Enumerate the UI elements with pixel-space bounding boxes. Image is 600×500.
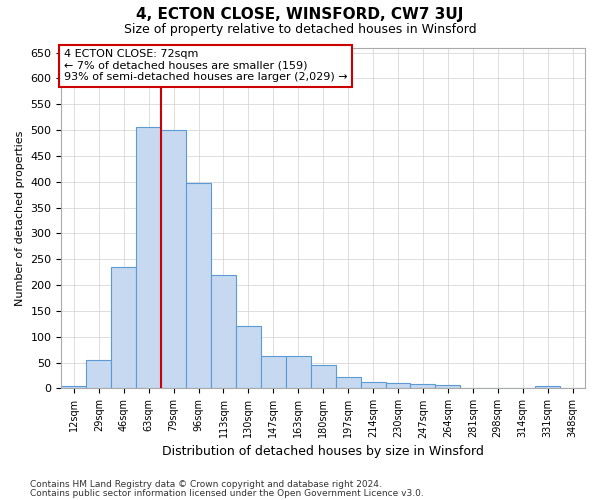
Text: 4, ECTON CLOSE, WINSFORD, CW7 3UJ: 4, ECTON CLOSE, WINSFORD, CW7 3UJ <box>136 8 464 22</box>
Bar <box>111 267 136 388</box>
Text: Contains HM Land Registry data © Crown copyright and database right 2024.: Contains HM Land Registry data © Crown c… <box>30 480 382 489</box>
Bar <box>410 384 436 388</box>
Bar <box>386 384 410 388</box>
Y-axis label: Number of detached properties: Number of detached properties <box>15 130 25 306</box>
Text: 4 ECTON CLOSE: 72sqm
← 7% of detached houses are smaller (159)
93% of semi-detac: 4 ECTON CLOSE: 72sqm ← 7% of detached ho… <box>64 49 347 82</box>
Bar <box>186 184 211 388</box>
Bar <box>61 386 86 388</box>
Bar <box>86 360 111 388</box>
Bar <box>535 386 560 388</box>
Text: Size of property relative to detached houses in Winsford: Size of property relative to detached ho… <box>124 22 476 36</box>
Bar <box>211 275 236 388</box>
Bar <box>286 356 311 388</box>
Bar <box>161 130 186 388</box>
Bar <box>236 326 261 388</box>
Bar <box>335 377 361 388</box>
Bar <box>361 382 386 388</box>
Bar <box>261 356 286 388</box>
Bar <box>311 364 335 388</box>
X-axis label: Distribution of detached houses by size in Winsford: Distribution of detached houses by size … <box>162 444 484 458</box>
Bar <box>436 386 460 388</box>
Bar <box>136 126 161 388</box>
Text: Contains public sector information licensed under the Open Government Licence v3: Contains public sector information licen… <box>30 488 424 498</box>
